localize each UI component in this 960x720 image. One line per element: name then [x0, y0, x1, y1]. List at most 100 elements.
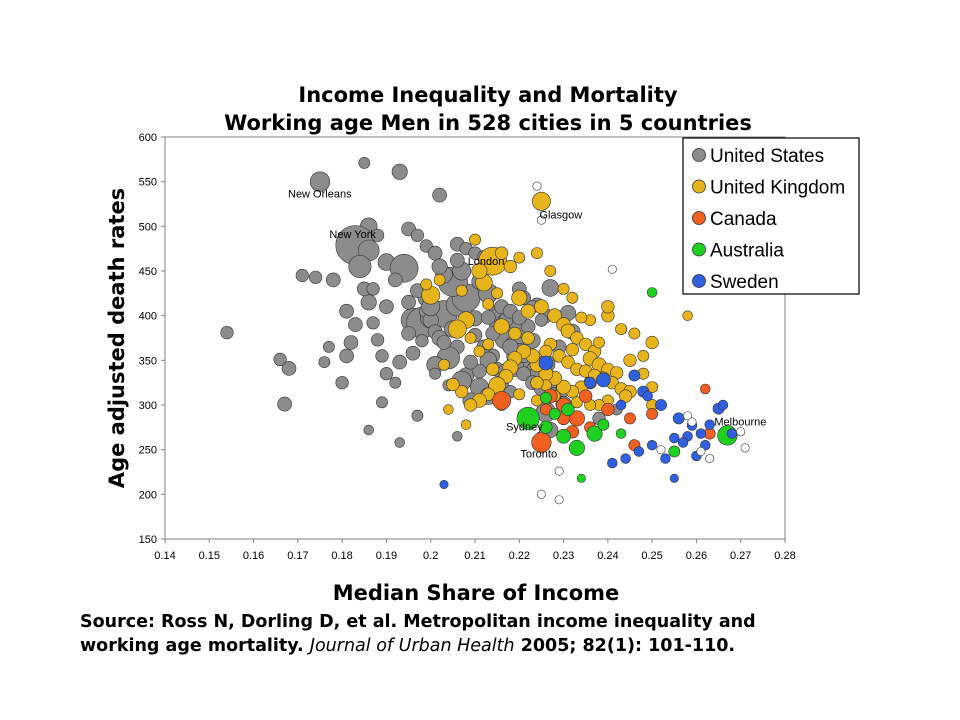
x-axis-ticks: 0.14 0.15 0.16 0.17 0.18 0.19 0.2 0.21 0.22 0.23 0…: [154, 539, 796, 562]
point-united-states-112: [410, 228, 425, 242]
point-unlabelled-4: [705, 454, 715, 464]
point-united-kingdom-73: [566, 291, 579, 304]
point-sweden-17: [633, 446, 645, 457]
point-united-kingdom-8: [511, 289, 528, 306]
y-axis-label: Age adjusted death rates: [105, 188, 129, 488]
point-united-kingdom-38: [464, 398, 478, 412]
point-united-states-0: [309, 171, 331, 192]
point-united-states-60: [277, 396, 292, 412]
point-united-states-66: [322, 340, 335, 353]
point-canada-6: [601, 402, 615, 417]
point-sweden-24: [584, 376, 596, 389]
point-united-kingdom-82: [464, 332, 477, 344]
point-united-kingdom-65: [682, 310, 693, 321]
point-australia-13: [548, 407, 561, 420]
point-united-kingdom-45: [561, 355, 575, 369]
y-tick-label: 500: [139, 221, 157, 233]
point-united-kingdom-76: [482, 298, 495, 310]
annotation-toronto: Toronto: [520, 449, 557, 461]
annotation-london: London: [468, 256, 505, 268]
point-united-kingdom-80: [473, 345, 486, 358]
point-united-kingdom-42: [508, 326, 522, 341]
point-united-states-137: [401, 326, 416, 341]
y-tick-label: 550: [139, 177, 157, 189]
point-united-states-102: [405, 345, 421, 361]
point-sweden-2: [628, 369, 641, 382]
x-tick-label: 0.24: [597, 550, 618, 562]
x-tick-label: 0.23: [553, 550, 574, 562]
point-united-states-105: [394, 437, 405, 448]
point-united-kingdom-70: [531, 247, 543, 259]
point-australia-0: [516, 406, 540, 430]
point-united-kingdom-63: [615, 323, 627, 335]
x-tick-label: 0.21: [464, 550, 485, 562]
point-unlabelled-8: [687, 417, 697, 427]
point-united-states-120: [431, 258, 448, 275]
point-canada-7: [624, 412, 636, 425]
points-layer: [220, 156, 750, 505]
x-tick-label: 0.16: [243, 550, 264, 562]
point-united-kingdom-87: [438, 358, 450, 371]
point-united-kingdom-74: [575, 311, 588, 324]
legend-label-united-states: United States: [710, 146, 824, 167]
point-unlabelled-1: [554, 495, 564, 505]
point-united-kingdom-15: [565, 343, 580, 357]
point-australia-2: [568, 439, 585, 456]
point-sweden-18: [620, 453, 631, 464]
point-united-states-2: [391, 163, 408, 180]
point-sweden-13: [677, 437, 689, 448]
point-unlabelled-11: [532, 181, 542, 191]
point-united-states-77: [389, 376, 402, 389]
point-united-kingdom-86: [513, 388, 526, 401]
point-australia-11: [615, 428, 627, 439]
point-united-states-72: [366, 282, 380, 296]
point-united-states-75: [375, 349, 389, 363]
point-australia-6: [561, 402, 575, 417]
y-tick-label: 150: [139, 534, 157, 546]
point-sweden-0: [538, 355, 554, 371]
point-united-states-76: [379, 367, 394, 381]
point-united-states-107: [411, 409, 424, 422]
legend-box: [682, 137, 860, 295]
point-australia-4: [556, 428, 571, 444]
point-united-states-133: [480, 310, 496, 325]
point-united-kingdom-75: [491, 287, 503, 300]
point-united-states-62: [273, 352, 287, 367]
point-united-states-1: [358, 156, 371, 169]
point-unlabelled-2: [607, 264, 617, 274]
legend-label-australia: Australia: [710, 241, 784, 262]
point-sweden-19: [607, 457, 618, 469]
annotation-layer: New Orleans New York Glasgow London Sydney To…: [288, 189, 766, 461]
point-australia-8: [668, 445, 681, 458]
point-united-states-14: [360, 294, 377, 311]
point-canada-1: [492, 391, 512, 410]
point-united-states-103: [392, 354, 408, 370]
point-united-kingdom-97: [593, 336, 605, 349]
point-united-kingdom-16: [579, 337, 593, 351]
point-united-kingdom-41: [521, 331, 535, 345]
x-tick-label: 0.14: [154, 550, 175, 562]
x-tick-label: 0.17: [287, 550, 308, 562]
source-details: 2005; 82(1): 101-110.: [520, 636, 736, 656]
legend-label-sweden: Sweden: [710, 272, 779, 293]
point-australia-5: [539, 420, 553, 434]
y-tick-label: 450: [139, 266, 157, 278]
y-tick-label: 600: [139, 132, 157, 144]
point-united-states-111: [371, 228, 385, 242]
point-united-kingdom-81: [482, 338, 495, 351]
point-sweden-1: [596, 372, 611, 388]
point-united-states-61: [220, 326, 234, 340]
point-united-states-59: [281, 361, 297, 376]
point-united-states-138: [379, 299, 394, 315]
point-australia-9: [646, 287, 658, 298]
point-united-states-84: [436, 335, 452, 350]
point-united-states-94: [516, 366, 532, 382]
point-united-states-73: [366, 316, 380, 330]
point-united-states-64: [309, 270, 323, 284]
point-united-kingdom-77: [433, 273, 446, 286]
point-sweden-10: [717, 399, 729, 411]
point-united-states-110: [429, 367, 441, 380]
point-sweden-14: [669, 432, 680, 444]
point-united-states-132: [463, 354, 478, 370]
